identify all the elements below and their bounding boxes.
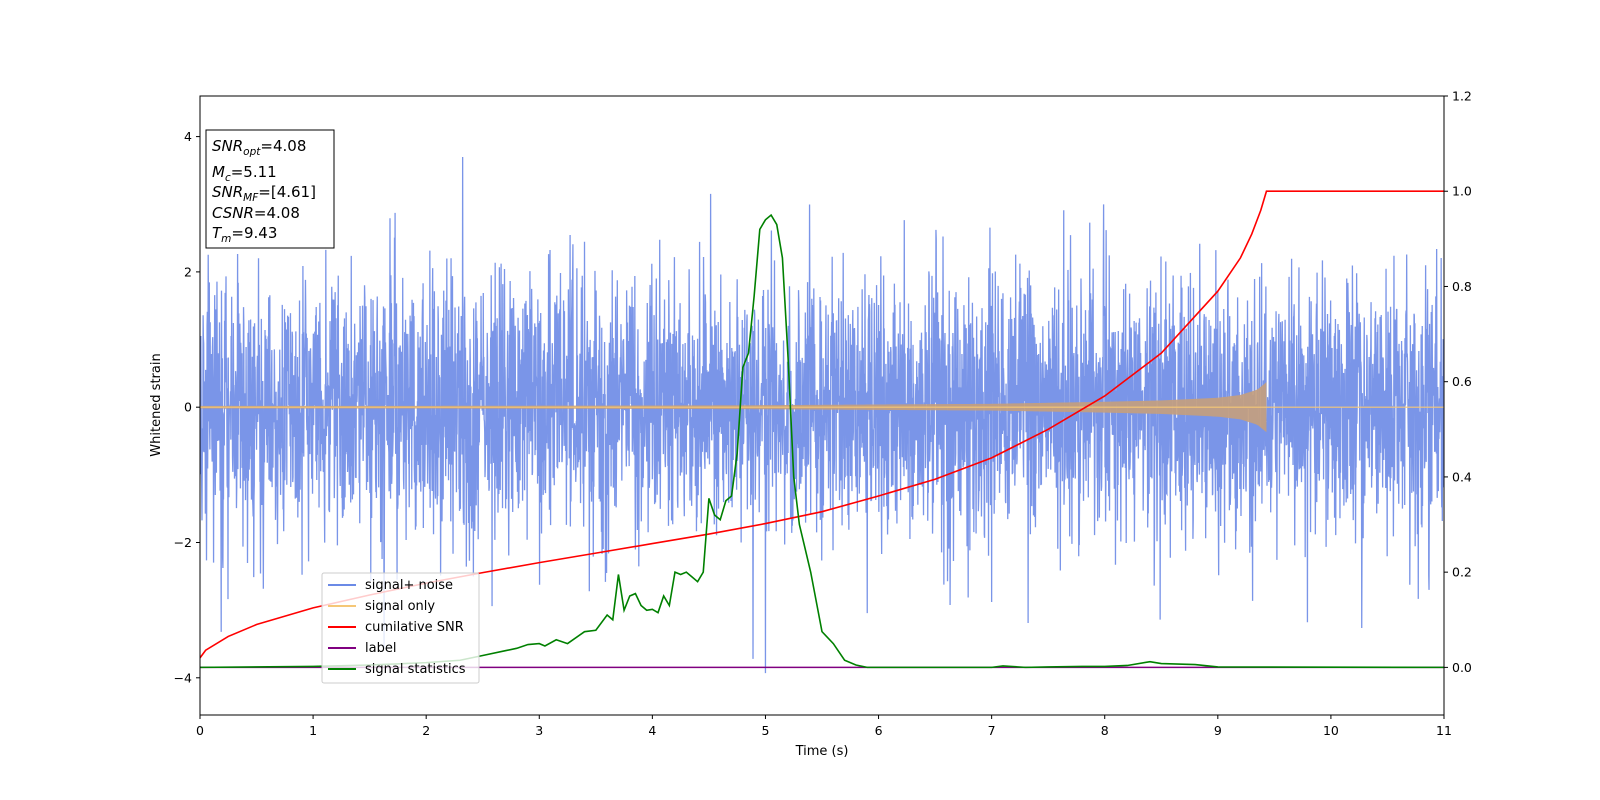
y-axis-right: 0.0 0.2 0.4 0.6 0.8 1.0 1.2 <box>1444 89 1472 675</box>
series-signal-statistics-line <box>200 213 1444 669</box>
x-axis: 0 1 2 3 4 5 6 7 8 9 10 11 <box>196 715 1452 738</box>
x-tick-label: 11 <box>1436 723 1452 738</box>
x-tick-label: 7 <box>988 723 996 738</box>
series-signal-noise-line <box>200 157 1444 674</box>
x-tick-label: 5 <box>761 723 769 738</box>
y-right-tick-label: 1.2 <box>1452 89 1472 104</box>
y-tick-label: −4 <box>174 670 192 685</box>
x-tick-label: 10 <box>1323 723 1339 738</box>
legend-item-signal-statistics: signal statistics <box>328 662 466 677</box>
legend-item-signal-noise: signal+ noise <box>328 578 453 593</box>
x-tick-label: 3 <box>535 723 543 738</box>
legend-frame <box>321 572 480 684</box>
y-right-tick-label: 0.0 <box>1452 660 1472 675</box>
x-tick-label: 2 <box>422 723 430 738</box>
annotation-tm: Tm=9.43 <box>212 224 277 245</box>
legend-item-cumilative-snr: cumilative SNR <box>328 620 464 635</box>
legend-label-signal-only: signal only <box>365 599 435 614</box>
annotation-csnr: CSNR=4.08 <box>212 204 300 222</box>
y-right-tick-label: 0.6 <box>1452 374 1472 389</box>
legend-item-signal-only: signal only <box>328 599 435 614</box>
annotation-box: SNRopt=4.08 Mc=5.11 SNRMF=[4.61] CSNR=4.… <box>205 129 335 249</box>
legend-label-label: label <box>365 641 396 656</box>
y-tick-label: −2 <box>174 535 192 550</box>
legend-label-signal-statistics: signal statistics <box>365 662 466 677</box>
y-axis-left: −4 −2 0 2 4 <box>174 129 200 685</box>
x-tick-label: 4 <box>648 723 656 738</box>
y-right-tick-label: 0.8 <box>1452 279 1472 294</box>
y-tick-label: 2 <box>184 264 192 279</box>
annotation-mc: Mc=5.11 <box>212 163 277 184</box>
y-axis-label: Whitened strain <box>149 353 164 456</box>
annotation-snr-mf: SNRMF=[4.61] <box>212 183 316 204</box>
y-tick-label: 0 <box>184 400 192 415</box>
x-tick-label: 9 <box>1214 723 1222 738</box>
x-tick-label: 1 <box>309 723 317 738</box>
y-right-tick-label: 0.2 <box>1452 565 1472 580</box>
annotation-snr-opt: SNRopt=4.08 <box>212 137 306 158</box>
x-axis-label: Time (s) <box>795 744 849 759</box>
x-tick-label: 8 <box>1101 723 1109 738</box>
x-tick-label: 6 <box>875 723 883 738</box>
y-right-tick-label: 1.0 <box>1452 184 1472 199</box>
legend: signal+ noise signal only cumilative SNR… <box>321 572 480 684</box>
legend-label-cumilative-snr: cumilative SNR <box>365 620 464 635</box>
annotation-frame <box>205 129 335 249</box>
y-tick-label: 4 <box>184 129 192 144</box>
plot-frame <box>199 95 1445 716</box>
x-tick-label: 0 <box>196 723 204 738</box>
y-right-tick-label: 0.4 <box>1452 469 1472 484</box>
legend-label-signal-noise: signal+ noise <box>365 578 453 593</box>
legend-item-label: label <box>328 641 396 656</box>
